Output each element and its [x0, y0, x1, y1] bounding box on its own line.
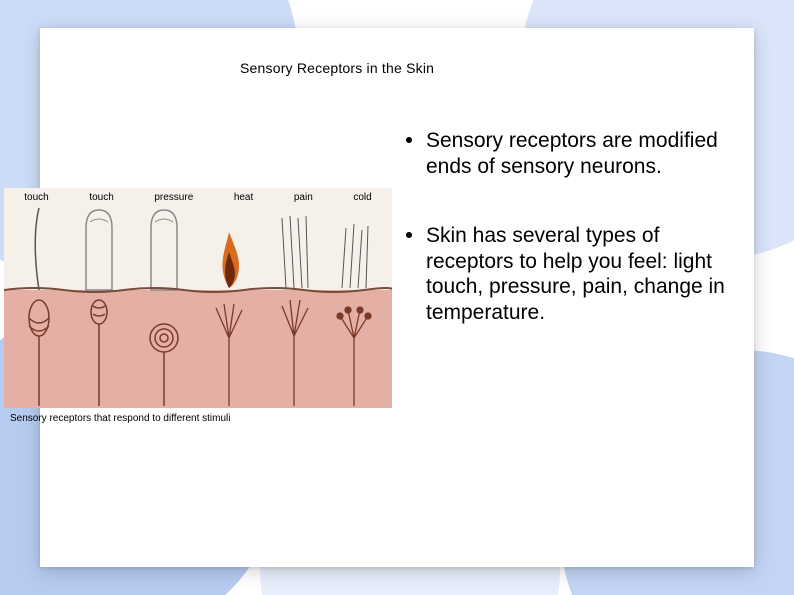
- bullet-item: Skin has several types of receptors to h…: [402, 223, 742, 325]
- slide-background: Sensory Receptors in the Skin touch touc…: [0, 0, 794, 595]
- stimulus-finger-icon: [86, 210, 112, 290]
- bullet-text: Sensory receptors are modified ends of s…: [426, 129, 718, 178]
- receptor-free-ending-icon: [216, 304, 242, 406]
- skin-surface-line: [4, 288, 392, 292]
- bullet-text: Skin has several types of receptors to h…: [426, 224, 725, 324]
- bullet-list: Sensory receptors are modified ends of s…: [402, 128, 742, 370]
- slide-title: Sensory Receptors in the Skin: [240, 60, 434, 76]
- skin-diagram: touch touch pressure heat pain cold: [4, 188, 392, 408]
- receptor-meissner-icon: [91, 300, 107, 406]
- diagram-caption: Sensory receptors that respond to differ…: [10, 413, 230, 424]
- stimulus-cold-icon: [342, 224, 368, 288]
- receptor-hair-follicle-icon: [29, 300, 49, 406]
- slide-content-card: Sensory Receptors in the Skin touch touc…: [40, 28, 754, 567]
- stimulus-flame-icon: [222, 232, 239, 288]
- stimulus-pain-icon: [282, 216, 308, 288]
- receptor-free-ending-icon: [282, 300, 308, 406]
- receptor-krause-icon: [337, 307, 371, 406]
- receptor-pacinian-icon: [150, 324, 178, 406]
- stimulus-finger-icon: [151, 210, 177, 290]
- diagram-svg: [4, 188, 392, 408]
- bullet-item: Sensory receptors are modified ends of s…: [402, 128, 742, 179]
- stimulus-hair-icon: [35, 208, 39, 290]
